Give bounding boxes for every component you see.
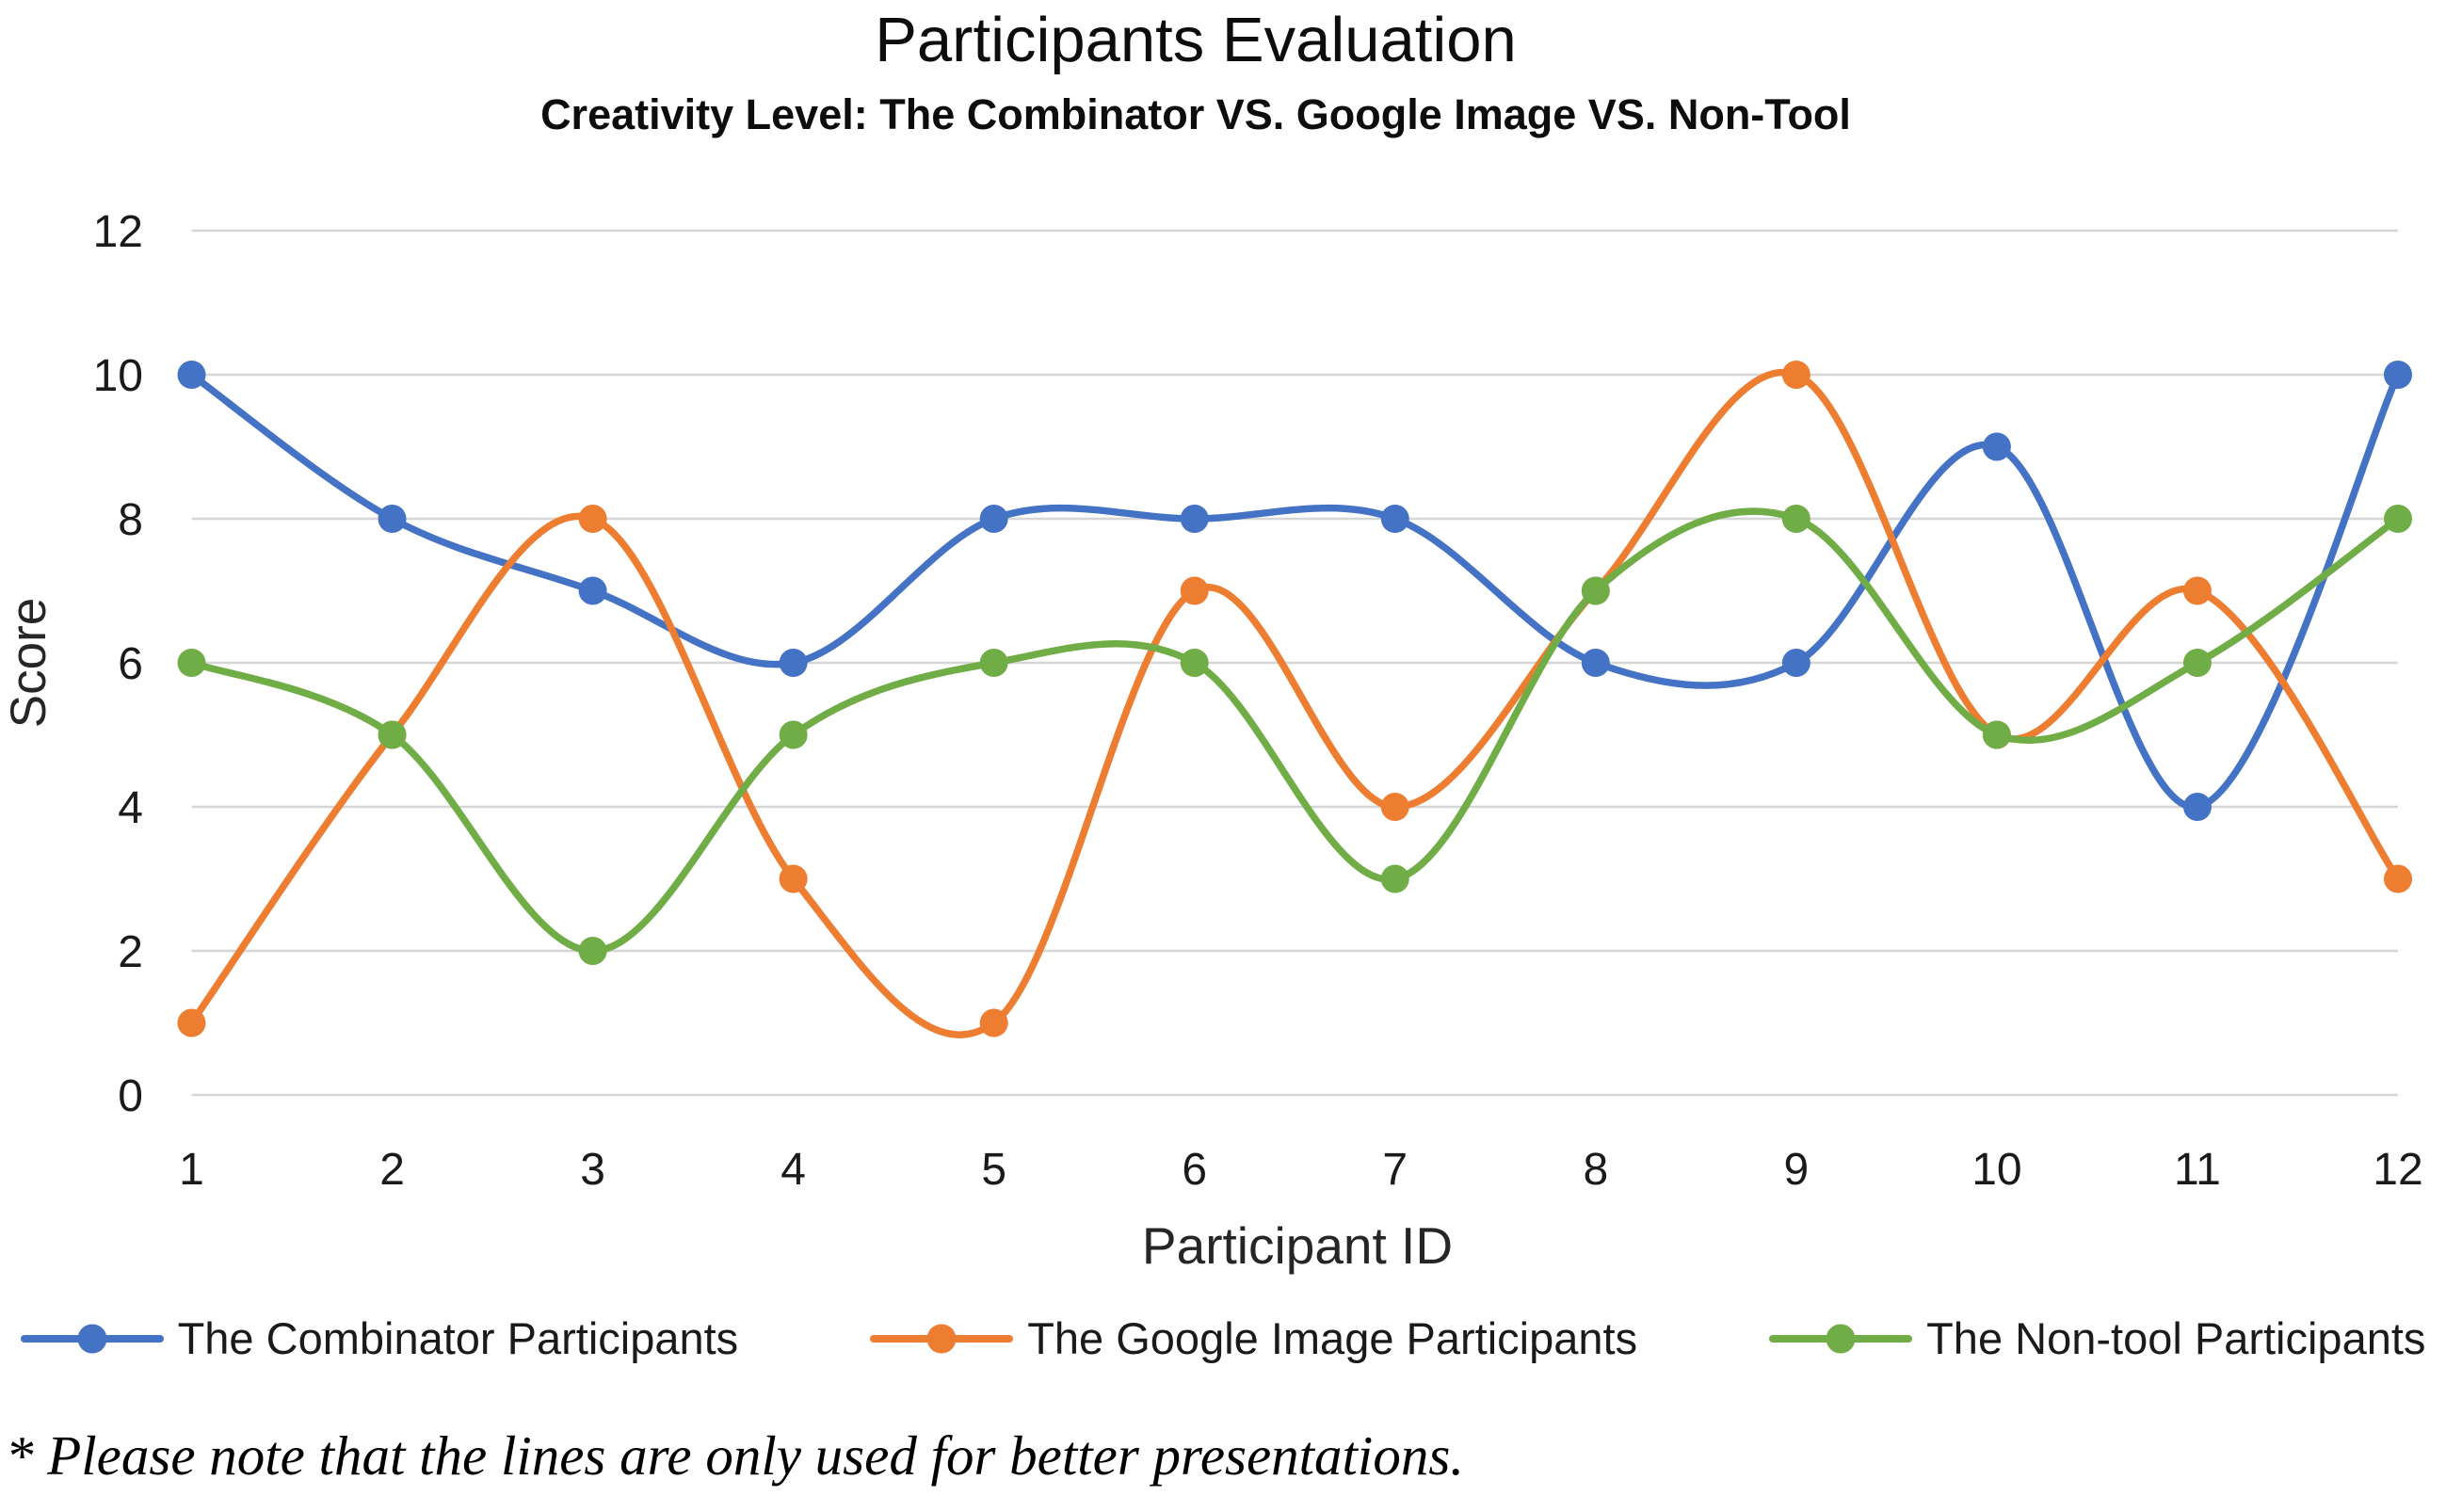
series-google-image [177,361,2412,1038]
x-tick-label: 3 [580,1145,605,1195]
series-line [187,368,2402,1038]
footnote: * Please note that the lines are only us… [6,1424,1465,1487]
data-point-marker [1781,361,1810,389]
legend-dot-icon [1826,1324,1856,1353]
y-tick-label: 6 [118,639,143,689]
legend-label: The Google Image Participants [1027,1313,1638,1363]
legend-label: The Non-tool Participants [1926,1313,2426,1363]
data-point-marker [378,505,407,533]
data-point-marker [177,649,206,677]
x-tick-label: 8 [1583,1145,1608,1195]
data-point-marker [578,937,607,965]
chart-subtitle: Creativity Level: The Combinator VS. Goo… [540,90,1851,138]
data-point-marker [1581,649,1610,677]
data-point-marker [2384,505,2412,533]
x-tick-label: 6 [1182,1145,1207,1195]
y-tick-label: 2 [118,927,143,977]
series-line [187,507,2402,955]
legend-line-icon [20,1324,164,1353]
series-combinator [177,361,2412,821]
y-tick-label: 12 [93,207,143,257]
x-tick-label: 12 [2373,1145,2422,1195]
x-axis-title: Participant ID [1142,1216,1453,1275]
data-point-marker [979,505,1008,533]
gridlines-layer [191,229,2398,1097]
legend-dot-icon [926,1324,957,1353]
legend-item-combinator: The Combinator Participants [20,1312,739,1364]
data-point-marker [2182,793,2212,821]
data-point-marker [578,576,607,605]
x-axis-tick-labels: 1 2 3 4 5 6 7 8 9 10 11 12 [179,1145,2423,1195]
x-tick-label: 2 [379,1145,405,1195]
data-point-marker [779,649,808,677]
data-point-marker [2384,361,2412,389]
data-point-marker [979,649,1008,677]
data-point-marker [979,1008,1008,1037]
chart-title: Participants Evaluation [875,5,1517,75]
data-point-marker [1180,576,1209,605]
data-point-marker [177,361,206,389]
series-line [187,371,2402,811]
y-tick-label: 8 [118,495,143,545]
data-point-marker [1581,576,1610,605]
data-point-marker [1380,793,1409,821]
legend-line-icon [1769,1324,1913,1353]
legend: The Combinator Participants The Google I… [0,1312,2446,1364]
data-point-marker [1380,864,1409,893]
data-point-marker [2182,649,2212,677]
data-point-marker [1982,720,2011,749]
x-tick-label: 11 [2174,1145,2221,1195]
y-tick-label: 4 [118,783,143,833]
data-point-marker [779,864,808,893]
x-tick-label: 9 [1784,1145,1810,1195]
data-point-marker [1781,649,1810,677]
y-axis-tick-labels: 0 2 4 6 8 10 12 [93,207,143,1121]
x-tick-label: 10 [1971,1145,2021,1195]
legend-item-google-image: The Google Image Participants [870,1312,1637,1364]
x-tick-label: 5 [981,1145,1006,1195]
y-axis-title: Score [1,598,56,728]
series-layer [177,361,2412,1038]
x-tick-label: 4 [780,1145,806,1195]
data-point-marker [177,1008,206,1037]
series-non-tool [177,505,2412,965]
data-point-marker [779,720,808,749]
data-point-marker [2182,576,2212,605]
data-point-marker [1380,505,1409,533]
data-point-marker [1982,432,2011,461]
data-point-marker [1781,505,1810,533]
legend-line-icon [870,1324,1014,1353]
y-tick-label: 10 [93,351,143,401]
legend-item-non-tool: The Non-tool Participants [1769,1312,2425,1364]
x-tick-label: 7 [1382,1145,1408,1195]
data-point-marker [1180,505,1209,533]
data-point-marker [378,720,407,749]
data-point-marker [2384,864,2412,893]
legend-label: The Combinator Participants [177,1313,739,1363]
y-tick-label: 0 [118,1071,143,1121]
x-tick-label: 1 [179,1145,204,1195]
legend-dot-icon [77,1324,107,1353]
data-point-marker [1180,649,1209,677]
data-point-marker [578,505,607,533]
